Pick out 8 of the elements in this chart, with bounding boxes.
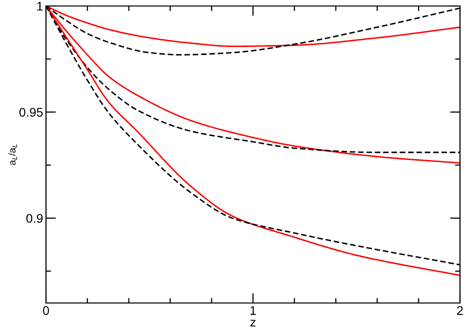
x-tick-label: 0 xyxy=(43,306,49,315)
y-tick-label: 0.9 xyxy=(26,214,43,223)
y-tick-label: 1 xyxy=(37,2,43,11)
y-tick-label: 0.95 xyxy=(19,108,43,117)
y-axis-title: a$_{L}$/a$_{L}$ xyxy=(8,144,18,166)
x-tick-label: 2 xyxy=(457,306,463,315)
x-axis-title: z xyxy=(250,320,256,326)
x-tick-label: 1 xyxy=(250,306,256,315)
